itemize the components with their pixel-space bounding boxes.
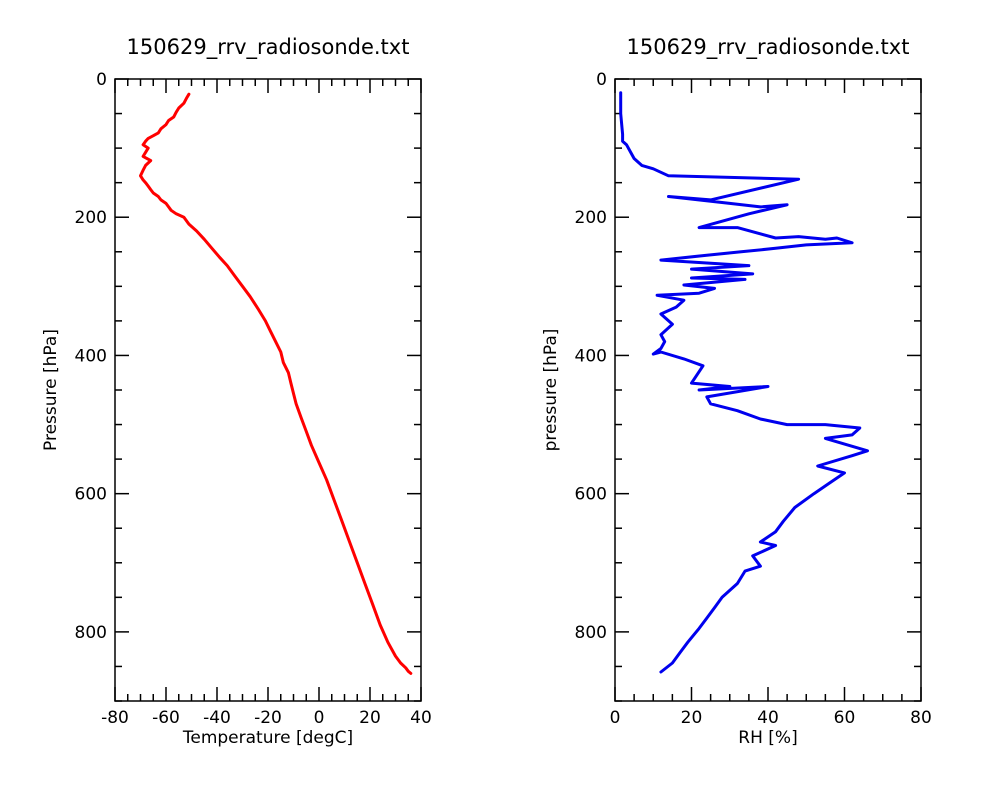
- temp-y-tick-label: 200: [75, 208, 107, 228]
- temp-chart-title: 150629_rrv_radiosonde.txt: [127, 35, 410, 60]
- rh-x-tick-label: 40: [757, 708, 779, 728]
- temp-x-tick-label: -60: [152, 708, 180, 728]
- temp-x-tick-label: -80: [101, 708, 129, 728]
- temp-panel: 150629_rrv_radiosonde.txt -80 -60 -40 -20 0 20…: [41, 35, 432, 748]
- temp-y-tick-label: 600: [75, 485, 107, 505]
- temp-y-tick-label: 800: [75, 623, 107, 643]
- rh-x-axis-label: RH [%]: [738, 728, 797, 748]
- rh-x-tick-label: 60: [834, 708, 856, 728]
- rh-y-tick-label: 200: [575, 208, 607, 228]
- rh-y-tick-label: 800: [575, 623, 607, 643]
- rh-x-tick-label: 80: [910, 708, 932, 728]
- temp-series-line: [139, 92, 413, 675]
- temp-x-tick-label: -40: [203, 708, 231, 728]
- temp-y-axis-label: Pressure [hPa]: [41, 329, 61, 451]
- temp-y-tick-label: 0: [96, 70, 107, 90]
- rh-x-tick-label: 20: [681, 708, 703, 728]
- rh-y-tick-label: 0: [596, 70, 607, 90]
- temp-x-tick-label: 20: [359, 708, 381, 728]
- rh-y-tick-label: 400: [575, 346, 607, 366]
- rh-x-tick-label: 0: [610, 708, 621, 728]
- rh-y-axis-label: pressure [hPa]: [541, 329, 561, 452]
- rh-y-tick-label: 600: [575, 485, 607, 505]
- temp-x-axis-label: Temperature [degC]: [182, 728, 353, 748]
- rh-series-line: [619, 91, 869, 674]
- rh-chart-title: 150629_rrv_radiosonde.txt: [627, 35, 910, 60]
- temp-y-tick-label: 400: [75, 346, 107, 366]
- temp-x-tick-label: 40: [410, 708, 432, 728]
- temp-x-tick-label: 0: [314, 708, 325, 728]
- temp-x-tick-label: -20: [254, 708, 282, 728]
